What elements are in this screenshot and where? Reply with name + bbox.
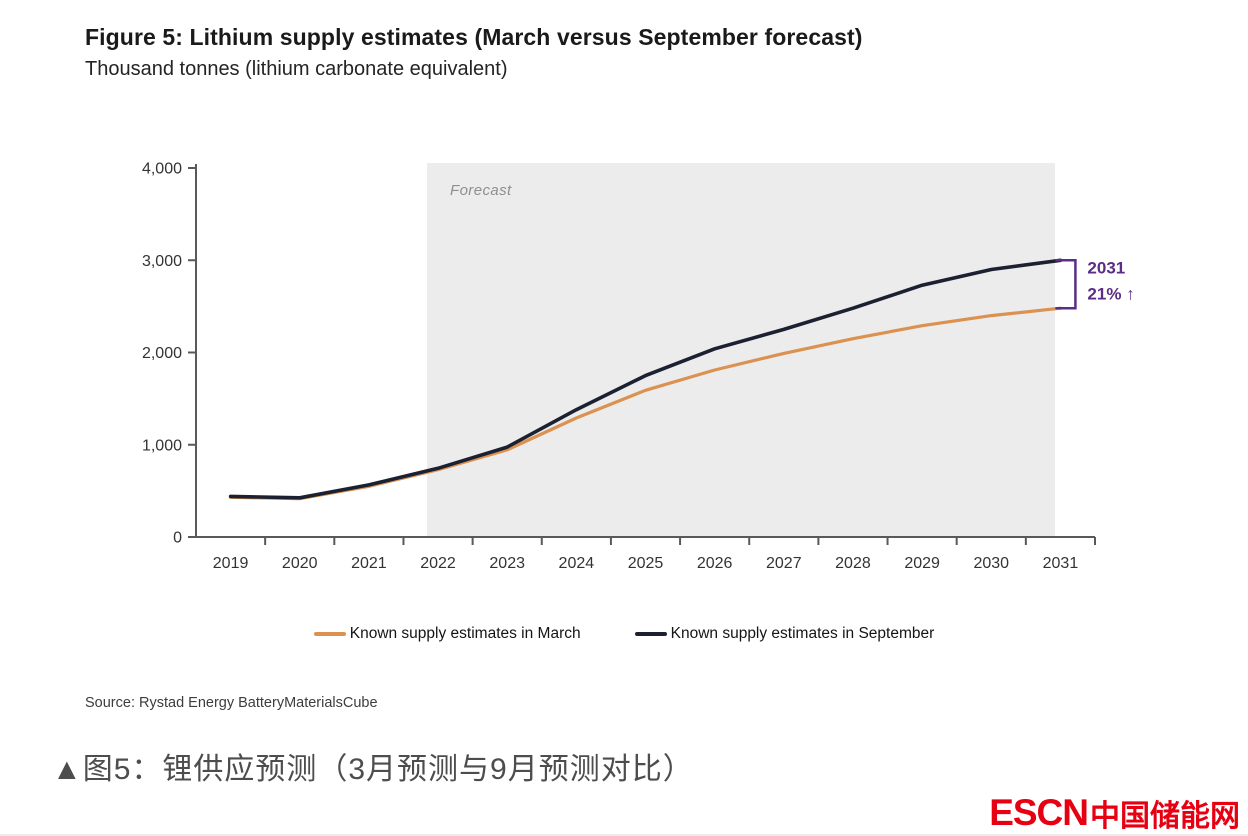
x-tick-label: 2019	[213, 555, 249, 572]
x-tick-label: 2025	[628, 555, 664, 572]
legend-label-september: Known supply estimates in September	[670, 625, 935, 642]
figure-title: Figure 5: Lithium supply estimates (Marc…	[85, 24, 863, 50]
x-tick-label: 2028	[835, 555, 871, 572]
x-tick-label: 2024	[559, 555, 595, 572]
legend-label-march: Known supply estimates in March	[349, 625, 581, 642]
forecast-band: Forecast	[427, 163, 1055, 537]
source-attribution: Source: Rystad Energy BatteryMaterialsCu…	[85, 695, 378, 711]
x-tick-label: 2021	[351, 555, 387, 572]
x-tick-label: 2029	[904, 555, 940, 572]
legend-item-march: Known supply estimates in March	[313, 625, 581, 643]
series-line-september	[228, 258, 1063, 500]
escn-logo: ESCN 中国储能网	[989, 791, 1240, 835]
figure-subtitle: Thousand tonnes (lithium carbonate equiv…	[85, 58, 508, 80]
x-tick-label: 2026	[697, 555, 733, 572]
annotation-2031: 2031 21% ↑	[1055, 258, 1135, 310]
escn-logo-latin: ESCN	[989, 792, 1089, 833]
figure-caption-chinese: ▲图5：锂供应预测（3月预测与9月预测对比）	[52, 753, 694, 786]
chart-legend: Known supply estimates in March Known su…	[0, 622, 1248, 646]
y-tick-label: 1,000	[142, 437, 182, 454]
x-axis: 2019 2020 2021 2022 2023 2024 2025 2026 2027 2028…	[196, 536, 1096, 572]
september-line-swatch-icon	[634, 632, 667, 636]
annotation-percent-label: 21% ↑	[1087, 284, 1134, 303]
annotation-bracket	[1055, 259, 1077, 310]
escn-logo-chinese: 中国储能网	[1090, 800, 1240, 833]
x-tick-label: 2022	[420, 555, 456, 572]
y-tick-label: 3,000	[142, 253, 182, 270]
y-tick-label: 2,000	[142, 345, 182, 362]
y-tick-label: 0	[173, 530, 182, 547]
x-tick-label: 2027	[766, 555, 802, 572]
forecast-label: Forecast	[450, 182, 512, 199]
x-tick-label: 2030	[973, 555, 1009, 572]
x-tick-label: 2020	[282, 555, 318, 572]
y-axis: 0 1,000 2,000 3,000 4,000	[142, 161, 197, 547]
x-tick-label: 2031	[1043, 555, 1079, 572]
annotation-year-label: 2031	[1087, 258, 1125, 277]
legend-item-september: Known supply estimates in September	[634, 625, 935, 643]
y-tick-label: 4,000	[142, 161, 182, 178]
march-line-swatch-icon	[313, 632, 346, 636]
x-tick-label: 2023	[489, 555, 525, 572]
